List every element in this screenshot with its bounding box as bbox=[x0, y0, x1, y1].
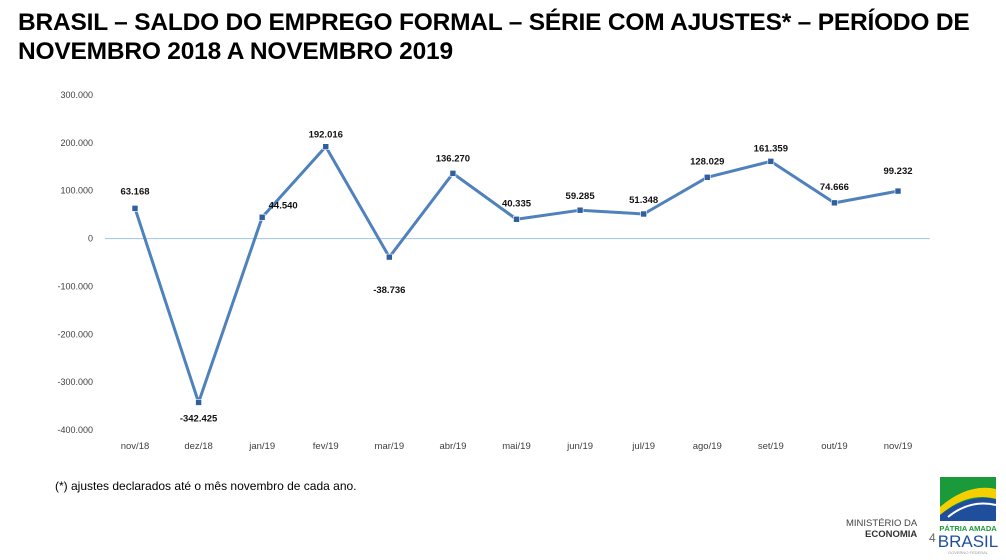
x-tick-label: mar/19 bbox=[375, 441, 405, 452]
y-tick-label: 200.000 bbox=[60, 138, 93, 148]
patria-amada-brasil-logo: PÁTRIA AMADA BRASIL GOVERNO FEDERAL bbox=[938, 477, 998, 555]
data-label: 99.232 bbox=[883, 166, 912, 177]
data-label: 59.285 bbox=[566, 191, 596, 202]
x-tick-label: out/19 bbox=[821, 441, 847, 452]
data-label: 63.168 bbox=[120, 186, 149, 197]
y-tick-label: 100.000 bbox=[60, 186, 93, 196]
x-tick-label: dez/18 bbox=[184, 441, 213, 452]
x-tick-label: nov/18 bbox=[121, 441, 150, 452]
y-tick-label: -300.000 bbox=[57, 377, 93, 387]
ministry-logo-text: MINISTÉRIO DA ECONOMIA bbox=[846, 518, 917, 540]
x-tick-label: abr/19 bbox=[439, 441, 466, 452]
data-label: 192.016 bbox=[309, 130, 343, 141]
x-tick-label: jul/19 bbox=[631, 441, 655, 452]
y-tick-label: -100.000 bbox=[57, 281, 93, 291]
data-point bbox=[576, 206, 584, 214]
series-line bbox=[133, 145, 899, 404]
data-label: -38.736 bbox=[373, 285, 405, 296]
data-point bbox=[513, 215, 520, 223]
svg-text:BRASIL: BRASIL bbox=[938, 532, 998, 551]
y-tick-label: -400.000 bbox=[57, 425, 93, 435]
data-point bbox=[767, 158, 775, 165]
data-label: 40.335 bbox=[502, 198, 532, 209]
x-tick-label: mai/19 bbox=[502, 441, 531, 452]
data-point bbox=[131, 205, 139, 212]
svg-text:PÁTRIA AMADA: PÁTRIA AMADA bbox=[939, 524, 997, 533]
ministry-line2: ECONOMIA bbox=[865, 529, 918, 540]
y-tick-label: -200.000 bbox=[57, 329, 93, 339]
data-label: 51.348 bbox=[629, 195, 658, 206]
x-tick-label: fev/19 bbox=[313, 441, 339, 452]
data-point bbox=[831, 199, 838, 207]
page-number: 4 bbox=[929, 531, 936, 545]
x-tick-label: set/19 bbox=[758, 441, 784, 452]
footnote: (*) ajustes declarados até o mês novembr… bbox=[55, 479, 357, 493]
ministry-line1: MINISTÉRIO DA bbox=[846, 518, 918, 529]
y-tick-label: 0 bbox=[88, 234, 93, 244]
x-tick-label: jun/19 bbox=[566, 441, 593, 452]
y-tick-label: 300.000 bbox=[60, 90, 93, 100]
data-point bbox=[449, 170, 457, 177]
data-point bbox=[258, 213, 266, 221]
data-label: -342.425 bbox=[180, 413, 218, 424]
data-point bbox=[386, 253, 393, 261]
data-label: 128.029 bbox=[690, 156, 724, 167]
x-tick-label: jan/19 bbox=[248, 441, 275, 452]
data-point bbox=[195, 399, 202, 406]
data-label: 136.270 bbox=[436, 153, 470, 164]
data-label: 74.666 bbox=[820, 182, 849, 193]
data-label: 161.359 bbox=[754, 143, 788, 154]
data-point bbox=[322, 143, 330, 150]
data-point bbox=[640, 210, 647, 218]
page-title: BRASIL – SALDO DO EMPREGO FORMAL – SÉRIE… bbox=[18, 9, 970, 65]
x-tick-label: nov/19 bbox=[884, 441, 913, 452]
x-tick-label: ago/19 bbox=[693, 441, 722, 452]
data-label: 44.540 bbox=[269, 200, 298, 211]
data-point bbox=[703, 174, 711, 181]
data-point bbox=[894, 187, 902, 195]
svg-text:GOVERNO FEDERAL: GOVERNO FEDERAL bbox=[948, 550, 989, 555]
